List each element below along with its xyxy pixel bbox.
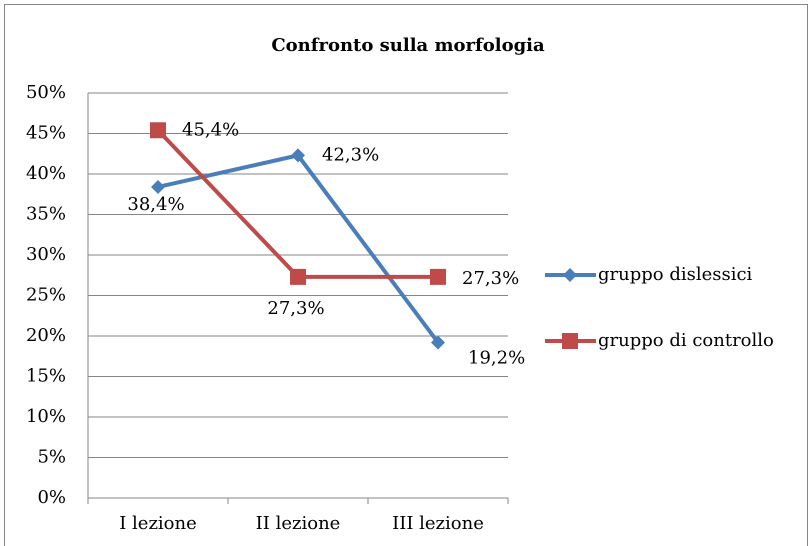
y-tick-label: 10% [26,406,66,427]
data-label: 19,2% [468,347,525,368]
legend-label: gruppo dislessici [598,264,753,285]
data-label: 27,3% [267,298,324,319]
x-tick-label: I lezione [119,513,197,534]
x-tick-label: III lezione [392,513,484,534]
y-tick-label: 35% [26,204,66,225]
legend-label: gruppo di controllo [598,330,774,351]
legend-marker [562,333,578,349]
marker [150,122,166,139]
y-tick-label: 0% [37,487,66,508]
y-tick-label: 30% [26,244,66,265]
y-tick-label: 5% [37,447,66,468]
data-label: 45,4% [182,119,239,140]
data-label: 38,4% [127,194,184,215]
marker [430,268,446,285]
chart-title: Confronto sulla morfologia [271,35,545,56]
legend-marker [563,268,577,282]
marker [431,335,445,350]
marker [291,148,305,163]
x-tick-label: II lezione [256,513,341,534]
y-tick-label: 40% [26,163,66,184]
data-label: 27,3% [462,268,519,289]
marker [290,268,306,285]
data-label: 42,3% [322,144,379,165]
y-tick-label: 20% [26,325,66,346]
y-tick-label: 50% [26,82,66,103]
y-tick-label: 45% [26,123,66,144]
y-tick-label: 15% [26,366,66,387]
y-tick-label: 25% [26,285,66,306]
marker [151,179,165,194]
